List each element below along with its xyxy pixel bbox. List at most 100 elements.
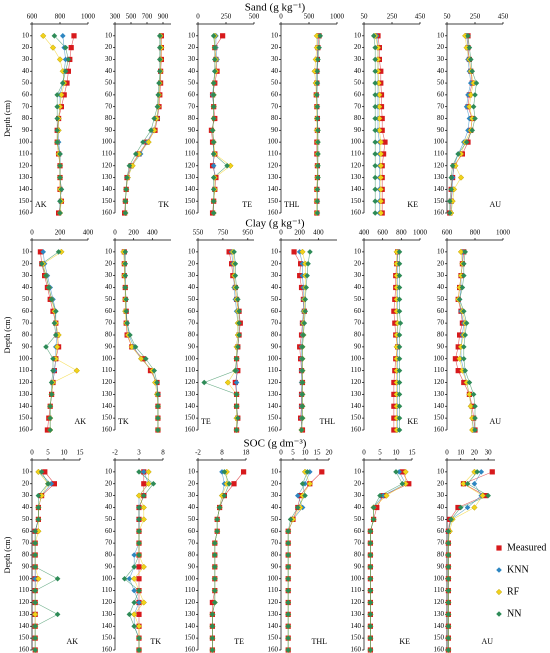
- marker: [372, 186, 378, 193]
- marker: [285, 635, 291, 641]
- marker: [148, 127, 154, 134]
- y-tick-label: 10: [188, 31, 196, 39]
- y-tick-label: 160: [102, 426, 113, 434]
- y-tick-label: 70: [354, 539, 362, 547]
- y-tick-label: 90: [22, 126, 30, 134]
- marker: [469, 68, 475, 75]
- y-tick-label: 90: [188, 126, 196, 134]
- y-tick-label: 100: [185, 354, 196, 362]
- x-tick-label: 300: [110, 13, 121, 21]
- marker: [462, 249, 468, 255]
- x-tick-label: 0: [362, 449, 366, 457]
- y-tick-label: 70: [437, 539, 445, 547]
- y-tick-label: 40: [271, 283, 279, 291]
- y-tick-label: 50: [437, 295, 445, 303]
- series-line: [231, 251, 239, 430]
- marker: [377, 174, 384, 181]
- y-tick-label: 160: [185, 209, 196, 217]
- row-title: Sand (g kg⁻¹): [245, 2, 306, 14]
- y-tick-label: 140: [19, 402, 30, 410]
- y-tick-label: 10: [354, 31, 362, 39]
- series-line: [450, 35, 474, 214]
- x-tick-label: 18: [243, 449, 251, 457]
- marker: [377, 209, 384, 217]
- marker: [57, 162, 63, 169]
- y-tick-label: 160: [268, 646, 279, 653]
- marker: [396, 379, 403, 386]
- y-tick-label: 150: [185, 197, 196, 205]
- marker: [140, 139, 146, 145]
- legend-marker: [496, 567, 502, 573]
- y-tick-label: 140: [351, 402, 362, 410]
- marker: [210, 151, 217, 157]
- y-tick-label: 80: [437, 551, 445, 559]
- marker: [314, 92, 320, 98]
- marker: [131, 552, 137, 558]
- marker: [32, 623, 38, 630]
- y-tick-label: 110: [102, 150, 113, 158]
- marker: [303, 284, 309, 291]
- series-line: [457, 251, 473, 430]
- marker: [221, 469, 228, 475]
- marker: [53, 332, 59, 338]
- marker: [32, 635, 38, 641]
- marker: [51, 320, 58, 326]
- y-tick-label: 120: [102, 161, 113, 169]
- marker: [314, 80, 321, 86]
- legend-marker: [496, 545, 502, 551]
- marker: [210, 186, 217, 193]
- y-tick-label: 110: [19, 150, 30, 158]
- y-tick-label: 140: [351, 622, 362, 630]
- marker: [372, 80, 378, 86]
- y-tick-label: 120: [351, 161, 362, 169]
- marker: [126, 162, 133, 169]
- marker: [154, 379, 160, 386]
- marker: [54, 115, 60, 122]
- marker: [299, 248, 306, 256]
- marker: [221, 492, 228, 499]
- panel-label: AU: [489, 417, 501, 426]
- y-tick-label: 90: [105, 126, 113, 134]
- marker: [305, 260, 311, 267]
- series-line: [58, 35, 66, 213]
- marker: [298, 427, 305, 433]
- marker: [466, 44, 473, 51]
- x-tick-label: 15: [314, 449, 322, 457]
- marker: [396, 344, 403, 350]
- marker: [143, 355, 149, 362]
- marker: [123, 186, 129, 193]
- y-tick-label: 10: [271, 31, 279, 39]
- y-axis-label: Depth (cm): [3, 100, 12, 137]
- marker: [455, 151, 461, 157]
- y-tick-label: 80: [437, 114, 445, 122]
- y-tick-label: 120: [351, 598, 362, 606]
- marker: [367, 623, 374, 630]
- marker: [367, 635, 374, 641]
- y-tick-label: 100: [102, 354, 113, 362]
- y-tick-label: 10: [105, 247, 113, 255]
- legend-marker: [495, 588, 503, 596]
- series-line: [212, 471, 244, 650]
- panel-label: AK: [74, 417, 86, 426]
- series-line: [287, 471, 323, 650]
- marker: [141, 481, 147, 487]
- x-tick-label: 450: [498, 13, 509, 21]
- y-tick-label: 30: [105, 271, 113, 279]
- y-tick-label: 10: [188, 467, 196, 475]
- marker: [54, 103, 60, 110]
- y-tick-label: 10: [437, 467, 445, 475]
- marker: [383, 492, 390, 499]
- marker: [233, 427, 240, 433]
- marker: [472, 92, 478, 98]
- x-tick-label: 5: [378, 449, 382, 457]
- marker: [145, 468, 152, 476]
- y-tick-label: 110: [268, 150, 279, 158]
- series-line: [42, 35, 65, 214]
- marker: [132, 344, 139, 350]
- y-tick-label: 60: [271, 90, 279, 98]
- x-tick-label: 0: [113, 229, 117, 237]
- marker: [136, 552, 142, 558]
- marker: [457, 174, 465, 181]
- marker: [48, 480, 54, 487]
- marker: [315, 56, 321, 63]
